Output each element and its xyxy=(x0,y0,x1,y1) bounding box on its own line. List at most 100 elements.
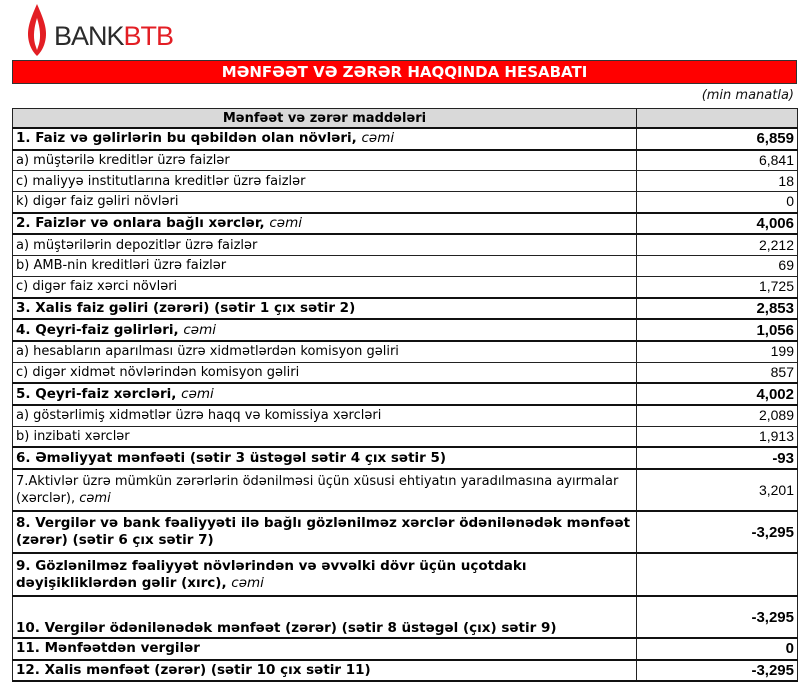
row-value: 2,212 xyxy=(636,233,798,257)
row-label: b) inzibati xərclər xyxy=(12,425,637,448)
table-row: 11. Mənfəətdən vergilər 0 xyxy=(12,637,798,661)
table-row: 7.Aktivlər üzrə mümkün zərərlərin ödənil… xyxy=(12,468,798,512)
row-label-text: 6. Əməliyyat mənfəəti (sətir 3 üstəgəl s… xyxy=(16,449,447,466)
row-value: 1,725 xyxy=(636,275,798,299)
row-value: -3,295 xyxy=(636,658,798,682)
row-label-text: 10. Vergilər ödənilənədək mənfəət (zərər… xyxy=(16,620,557,636)
table-row: 8. Vergilər və bank fəaliyyəti ilə bağlı… xyxy=(12,510,798,554)
row-label-text: a) hesabların aparılması üzrə xidmətlərd… xyxy=(16,344,399,360)
row-label: 10. Vergilər ödənilənədək mənfəət (zərər… xyxy=(12,595,637,639)
row-label-text: 9. Gözlənilməz fəaliyyət növlərindən və … xyxy=(16,557,527,591)
row-value: 4,002 xyxy=(636,382,798,406)
row-label-text: a) müştərilə kreditlər üzrə faizlər xyxy=(16,153,230,169)
row-label: 1. Faiz və gəlirlərin bu qəbildən olan n… xyxy=(12,127,637,151)
row-label: 12. Xalis mənfəət (zərər) (sətir 10 çıx … xyxy=(12,658,637,682)
table-row: a) müştərilə kreditlər üzrə faizlər 6,841 xyxy=(12,149,798,172)
row-label-text: b) AMB-nin kreditləri üzrə faizlər xyxy=(16,258,227,274)
logo-bank: BANK xyxy=(54,21,125,51)
table-row: 2. Faizlər və onlara bağlı xərclər, cəmi… xyxy=(12,211,798,236)
row-label-text: 5. Qeyri-faiz xərcləri, xyxy=(16,385,177,402)
row-label-text: k) digər faiz gəliri növləri xyxy=(16,194,179,210)
row-label-text: 7.Aktivlər üzrə mümkün zərərlərin ödənil… xyxy=(16,474,619,506)
table-row: c) maliyyə institutlarına kreditlər üzrə… xyxy=(12,170,798,193)
flame-icon xyxy=(27,4,47,56)
row-label: 9. Gözlənilməz fəaliyyət növlərindən və … xyxy=(12,552,637,597)
row-value: 6,859 xyxy=(636,127,798,151)
row-label: a) müştərilə kreditlər üzrə faizlər xyxy=(12,149,637,172)
row-label: a) göstərlimiş xidmətlər üzrə haqq və ko… xyxy=(12,404,637,427)
row-value: 2,853 xyxy=(636,296,798,321)
row-label: k) digər faiz gəliri növləri xyxy=(12,191,637,214)
table-row: c) digər faiz xərci növləri 1,725 xyxy=(12,275,798,299)
row-label: a) müştərilərin depozitlər üzrə faizlər xyxy=(12,233,637,257)
row-value: -93 xyxy=(636,446,798,470)
row-label-text: 2. Faizlər və onlara bağlı xərclər, xyxy=(16,215,265,232)
row-label-text: 11. Mənfəətdən vergilər xyxy=(16,640,200,657)
row-label-suffix: cəmi xyxy=(231,574,264,591)
row-label-text: a) göstərlimiş xidmətlər üzrə haqq və ko… xyxy=(16,408,382,424)
row-value: -3,295 xyxy=(636,595,798,639)
table-row: 6. Əməliyyat mənfəəti (sətir 3 üstəgəl s… xyxy=(12,446,798,470)
row-label-text: c) digər faiz xərci növləri xyxy=(16,279,178,295)
table-row: 12. Xalis mənfəət (zərər) (sətir 10 çıx … xyxy=(12,658,798,682)
row-value: 69 xyxy=(636,255,798,277)
row-label: c) maliyyə institutlarına kreditlər üzrə… xyxy=(12,170,637,193)
row-label-text: b) inzibati xərclər xyxy=(16,428,130,444)
row-label: 2. Faizlər və onlara bağlı xərclər, cəmi xyxy=(12,211,637,236)
row-label: a) hesabların aparılması üzrə xidmətlərd… xyxy=(12,340,637,363)
row-label-suffix: cəmi xyxy=(269,215,302,232)
row-label-suffix: cəmi xyxy=(183,321,216,338)
unit-note: (min manatla) xyxy=(701,88,794,103)
row-value: 4,006 xyxy=(636,211,798,236)
row-label: 11. Mənfəətdən vergilər xyxy=(12,637,637,661)
row-value: 6,841 xyxy=(636,149,798,172)
table-row: b) AMB-nin kreditləri üzrə faizlər 69 xyxy=(12,255,798,277)
table-row: 1. Faiz və gəlirlərin bu qəbildən olan n… xyxy=(12,127,798,151)
row-label-suffix: cəmi xyxy=(79,491,111,506)
row-value: 0 xyxy=(636,637,798,661)
row-value: 18 xyxy=(636,170,798,193)
row-label: 7.Aktivlər üzrə mümkün zərərlərin ödənil… xyxy=(12,468,637,512)
row-value: -3,295 xyxy=(636,510,798,554)
report-title: MƏNFƏƏT VƏ ZƏRƏR HAQQINDA HESABATI xyxy=(12,60,797,84)
row-label-text: 1. Faiz və gəlirlərin bu qəbildən olan n… xyxy=(16,130,357,147)
bank-logo: BANKBTB xyxy=(26,4,175,56)
table-row: 3. Xalis faiz gəliri (zərəri) (sətir 1 ç… xyxy=(12,296,798,321)
row-value: 0 xyxy=(636,191,798,214)
row-value: 857 xyxy=(636,361,798,384)
table-row: 5. Qeyri-faiz xərcləri, cəmi 4,002 xyxy=(12,382,798,406)
row-label: 8. Vergilər və bank fəaliyyəti ilə bağlı… xyxy=(12,510,637,554)
row-label-suffix: cəmi xyxy=(181,385,214,402)
table-row: 4. Qeyri-faiz gəlirləri, cəmi 1,056 xyxy=(12,318,798,342)
row-label: 3. Xalis faiz gəliri (zərəri) (sətir 1 ç… xyxy=(12,296,637,321)
row-label-text: 12. Xalis mənfəət (zərər) (sətir 10 çıx … xyxy=(16,662,371,679)
table-row: 9. Gözlənilməz fəaliyyət növlərindən və … xyxy=(12,552,798,597)
row-label-text: c) maliyyə institutlarına kreditlər üzrə… xyxy=(16,173,306,189)
row-label: 5. Qeyri-faiz xərcləri, cəmi xyxy=(12,382,637,406)
table-header: Mənfəət və zərər maddələri xyxy=(12,108,798,129)
logo-btb: BTB xyxy=(123,21,175,51)
row-label: 6. Əməliyyat mənfəəti (sətir 3 üstəgəl s… xyxy=(12,446,637,470)
table-row: a) müştərilərin depozitlər üzrə faizlər 2… xyxy=(12,233,798,257)
table-row: b) inzibati xərclər 1,913 xyxy=(12,425,798,448)
row-label-text: a) müştərilərin depozitlər üzrə faizlər xyxy=(16,237,258,253)
row-label: 4. Qeyri-faiz gəlirləri, cəmi xyxy=(12,318,637,342)
table-row: c) digər xidmət növlərindən komisyon gəl… xyxy=(12,361,798,384)
logo-text: BANKBTB xyxy=(54,21,175,52)
row-value: 3,201 xyxy=(636,468,798,512)
header-label: Mənfəət və zərər maddələri xyxy=(12,108,637,129)
row-value: 1,913 xyxy=(636,425,798,448)
table-row: k) digər faiz gəliri növləri 0 xyxy=(12,191,798,214)
row-value: 1,056 xyxy=(636,318,798,342)
row-label-suffix: cəmi xyxy=(361,130,395,147)
row-value xyxy=(636,552,798,597)
row-value: 2,089 xyxy=(636,404,798,427)
row-label-text: 4. Qeyri-faiz gəlirləri, xyxy=(16,321,179,338)
row-label-text: 8. Vergilər və bank fəaliyyəti ilə bağlı… xyxy=(16,515,631,548)
row-label-text: c) digər xidmət növlərindən komisyon gəl… xyxy=(16,364,300,380)
income-statement-table: Mənfəət və zərər maddələri 1. Faiz və gə… xyxy=(12,108,798,682)
row-label-text: 3. Xalis faiz gəliri (zərəri) (sətir 1 ç… xyxy=(16,299,356,316)
row-value: 199 xyxy=(636,340,798,363)
row-label: c) digər xidmət növlərindən komisyon gəl… xyxy=(12,361,637,384)
table-row: 10. Vergilər ödənilənədək mənfəət (zərər… xyxy=(12,595,798,639)
